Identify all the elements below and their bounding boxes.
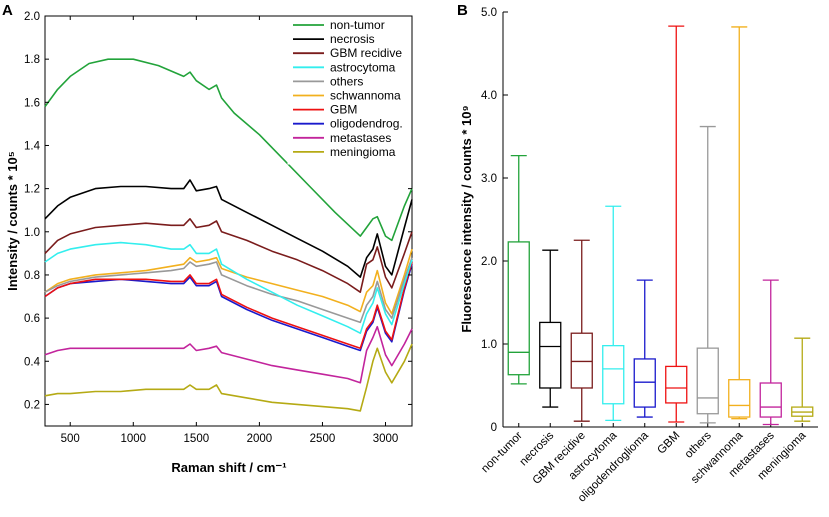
box-metastases — [759, 382, 782, 418]
x-tick-label: 1500 — [184, 433, 210, 445]
b-y-tick-label: 2.0 — [481, 256, 497, 268]
y-tick-label: 2.0 — [24, 11, 40, 23]
panel-a-axes: 500 1000 1500 2000 2500 3000 0.2 0.4 0.6 0.8 1.0 1.… — [24, 11, 412, 445]
box-non-tumor — [507, 241, 530, 376]
legend-label: metastases — [330, 131, 391, 145]
x-tick-label: 500 — [61, 433, 80, 445]
panel-a-y-label: Intensity / counts * 10⁵ — [5, 151, 20, 291]
legend-label: meningioma — [330, 145, 396, 159]
panel-b-letter: B — [457, 2, 468, 19]
y-tick-label: 1.8 — [24, 54, 40, 66]
panel-b-plot — [507, 25, 814, 426]
box-astrocytoma — [602, 345, 625, 405]
series-line-necrosis — [44, 179, 413, 278]
panel-a-x-label: Raman shift / cm⁻¹ — [171, 460, 286, 475]
legend-label: GBM — [330, 103, 357, 117]
legend-label: oligodendrog. — [330, 117, 403, 131]
b-x-tick-label: GBM — [655, 430, 682, 457]
series-line-gbm-recidive — [44, 218, 413, 294]
y-tick-label: 1.6 — [24, 97, 40, 109]
series-line-schwannoma — [44, 248, 413, 315]
series-line-non-tumor — [44, 58, 413, 242]
legend-label: non-tumor — [330, 18, 385, 32]
legend-label: astrocytoma — [330, 60, 396, 74]
panel-b-y-label: Fluorescence intensity / counts * 10⁹ — [459, 105, 474, 332]
series-line-metastases — [44, 325, 413, 384]
legend-label: necrosis — [330, 32, 375, 46]
y-tick-label: 0.4 — [24, 356, 41, 368]
b-y-tick-label: 1.0 — [481, 339, 497, 351]
panel-a-letter: A — [2, 2, 13, 19]
b-x-tick-label: non-tumor — [479, 430, 525, 476]
b-y-tick-label: 5.0 — [481, 7, 497, 19]
series-line-others — [44, 257, 413, 324]
box-gbm-recidive — [570, 332, 593, 389]
series-line-astrocytoma — [44, 241, 413, 335]
panel-a-plot — [44, 58, 413, 412]
x-tick-label: 2500 — [310, 433, 336, 445]
panel-a-frame — [44, 15, 413, 427]
legend-label: GBM recidive — [330, 46, 402, 60]
box-others — [696, 347, 719, 415]
x-tick-label: 1000 — [120, 433, 146, 445]
legend-box — [287, 16, 412, 165]
y-tick-label: 0.6 — [24, 313, 40, 325]
y-tick-label: 1.4 — [24, 140, 41, 152]
x-tick-label: 2000 — [247, 433, 273, 445]
b-y-tick-label: 0 — [491, 422, 497, 434]
b-y-tick-label: 3.0 — [481, 173, 497, 185]
legend-label: others — [330, 74, 363, 88]
series-line-meningioma — [44, 343, 413, 412]
y-tick-label: 0.8 — [24, 270, 40, 282]
series-line-gbm — [44, 261, 413, 350]
b-y-tick-label: 4.0 — [481, 90, 497, 102]
y-tick-label: 1.2 — [24, 184, 40, 196]
box-schwannoma — [728, 379, 751, 418]
y-tick-label: 1.0 — [24, 227, 40, 239]
y-tick-label: 0.2 — [24, 399, 40, 411]
box-gbm — [665, 365, 688, 404]
x-tick-label: 3000 — [373, 433, 399, 445]
box-oligodendroglioma — [633, 358, 656, 408]
box-necrosis — [539, 321, 562, 389]
legend-label: schwannoma — [330, 89, 401, 103]
